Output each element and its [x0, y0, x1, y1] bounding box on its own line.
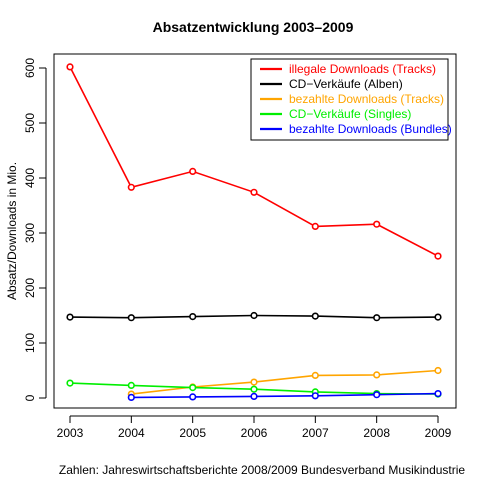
legend-box	[250, 58, 449, 141]
y-tick-label: 300	[23, 223, 37, 243]
legend-entry: CD−Verkäufe (Singles)	[289, 107, 411, 121]
data-point	[311, 371, 319, 380]
data-point	[311, 392, 319, 400]
data-point	[434, 252, 442, 260]
data-point	[127, 393, 135, 402]
series-line	[131, 369, 439, 395]
series-5	[127, 390, 442, 402]
x-tick-label: 2007	[302, 426, 329, 440]
data-point	[66, 313, 74, 321]
y-axis-label: Absatz/Downloads in Mio.	[5, 162, 19, 300]
chart-caption: Zahlen: Jahreswirtschaftsberichte 2008/2…	[59, 463, 466, 477]
data-point	[373, 220, 381, 228]
x-tick-label: 2009	[425, 426, 452, 440]
y-tick-label: 100	[23, 333, 37, 353]
x-tick-label: 2004	[118, 426, 145, 440]
data-point	[127, 314, 135, 322]
y-tick-label: 200	[23, 278, 37, 298]
data-point	[250, 385, 258, 393]
data-point	[434, 313, 442, 321]
data-point	[250, 378, 258, 386]
data-point	[311, 222, 319, 230]
data-point	[373, 314, 381, 322]
data-point	[66, 379, 74, 387]
x-tick-label: 2003	[57, 426, 84, 440]
data-point	[127, 381, 135, 390]
series-1	[66, 63, 442, 260]
y-tick-label: 600	[23, 58, 37, 78]
data-point	[189, 167, 197, 175]
series-2	[66, 311, 442, 322]
legend-entry: bezahlte Downloads (Tracks)	[289, 92, 444, 106]
data-point	[434, 390, 442, 398]
legend: illegale Downloads (Tracks)CD−Verkäufe (…	[250, 58, 452, 141]
data-point	[434, 366, 442, 375]
legend-entry: illegale Downloads (Tracks)	[289, 62, 436, 76]
series-3	[127, 366, 442, 398]
data-point	[189, 313, 197, 321]
axes: 2003 2004 2005 2006 2007 2008 2009 0 100 200 300 40…	[23, 58, 452, 440]
data-point	[311, 312, 319, 320]
data-point	[373, 391, 381, 399]
chart-title: Absatzentwicklung 2003–2009	[153, 19, 354, 35]
series-line	[131, 392, 439, 399]
y-tick-label: 500	[23, 113, 37, 133]
series-layer	[66, 63, 442, 402]
data-point	[189, 384, 197, 392]
x-tick-label: 2008	[363, 426, 390, 440]
y-tick-label: 400	[23, 168, 37, 188]
data-point	[250, 188, 258, 196]
data-point	[250, 392, 258, 401]
x-tick-label: 2005	[179, 426, 206, 440]
y-tick-label: 0	[23, 394, 37, 401]
data-point	[189, 393, 197, 401]
data-point	[373, 371, 381, 379]
legend-entry: CD−Verkäufe (Alben)	[289, 77, 403, 91]
legend-entry: bezahlte Downloads (Bundles)	[289, 122, 452, 136]
data-point	[250, 311, 258, 320]
data-point	[66, 63, 74, 71]
x-tick-label: 2006	[241, 426, 268, 440]
plot-frame	[53, 53, 457, 409]
data-point	[127, 183, 135, 191]
